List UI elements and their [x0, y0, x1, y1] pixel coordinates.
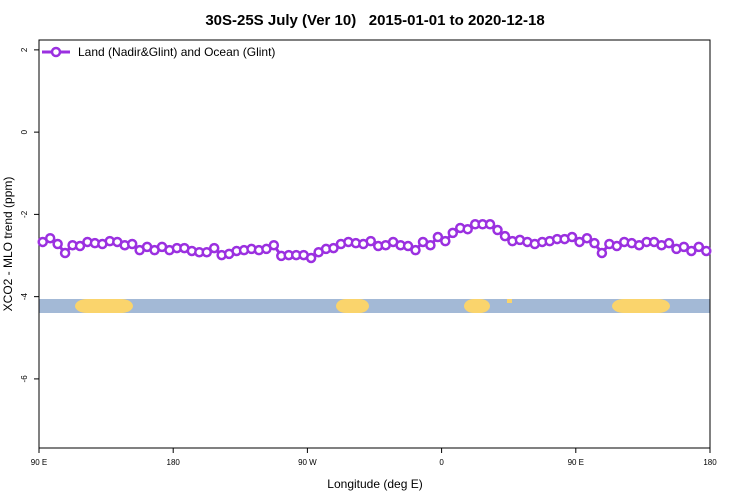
x-tick-label: 90 E — [568, 458, 584, 467]
data-point — [693, 241, 705, 253]
data-point — [126, 238, 138, 250]
x-tick-label: 90 E — [31, 458, 47, 467]
land-ocean-strip — [39, 299, 710, 313]
data-point — [663, 237, 675, 249]
data-point — [701, 245, 712, 257]
data-point — [59, 247, 71, 259]
x-tick-label: 0 — [439, 458, 444, 467]
y-axis-label: XCO2 - MLO trend (ppm) — [1, 177, 15, 312]
data-point — [402, 240, 414, 252]
data-point — [268, 239, 280, 251]
data-point — [678, 241, 690, 253]
data-point — [208, 242, 220, 254]
data-point — [566, 231, 578, 243]
data-point — [499, 230, 511, 242]
data-point — [686, 245, 697, 257]
data-point — [432, 231, 444, 243]
y-tick-label: 2 — [20, 47, 29, 52]
data-point — [589, 237, 600, 249]
data-point — [365, 235, 377, 247]
chart-title: 30S-25S July (Ver 10) 2015-01-01 to 2020… — [205, 12, 544, 29]
data-point — [44, 232, 56, 244]
data-point — [484, 219, 496, 230]
x-axis-label: Longitude (deg E) — [327, 477, 422, 491]
data-point — [328, 242, 339, 254]
y-tick-label: -2 — [20, 210, 29, 218]
data-point — [596, 247, 608, 259]
data-point — [462, 223, 473, 235]
legend-marker — [50, 46, 62, 58]
x-tick-label: 180 — [703, 458, 717, 467]
y-tick-label: 0 — [20, 129, 29, 134]
data-point — [201, 246, 212, 258]
data-point — [74, 240, 86, 252]
data-point — [581, 232, 593, 244]
data-point — [611, 240, 623, 252]
data-point — [425, 239, 436, 251]
x-tick-label: 90 W — [298, 458, 317, 467]
x-tick-label: 180 — [167, 458, 181, 467]
data-point — [447, 227, 459, 239]
y-tick-label: -4 — [20, 293, 29, 301]
data-point — [305, 252, 317, 264]
data-point — [440, 235, 451, 247]
y-tick-label: -6 — [20, 375, 29, 383]
data-point — [410, 244, 421, 256]
legend-label: Land (Nadir&Glint) and Ocean (Glint) — [78, 45, 275, 59]
data-point — [52, 238, 63, 250]
data-point — [492, 224, 503, 236]
